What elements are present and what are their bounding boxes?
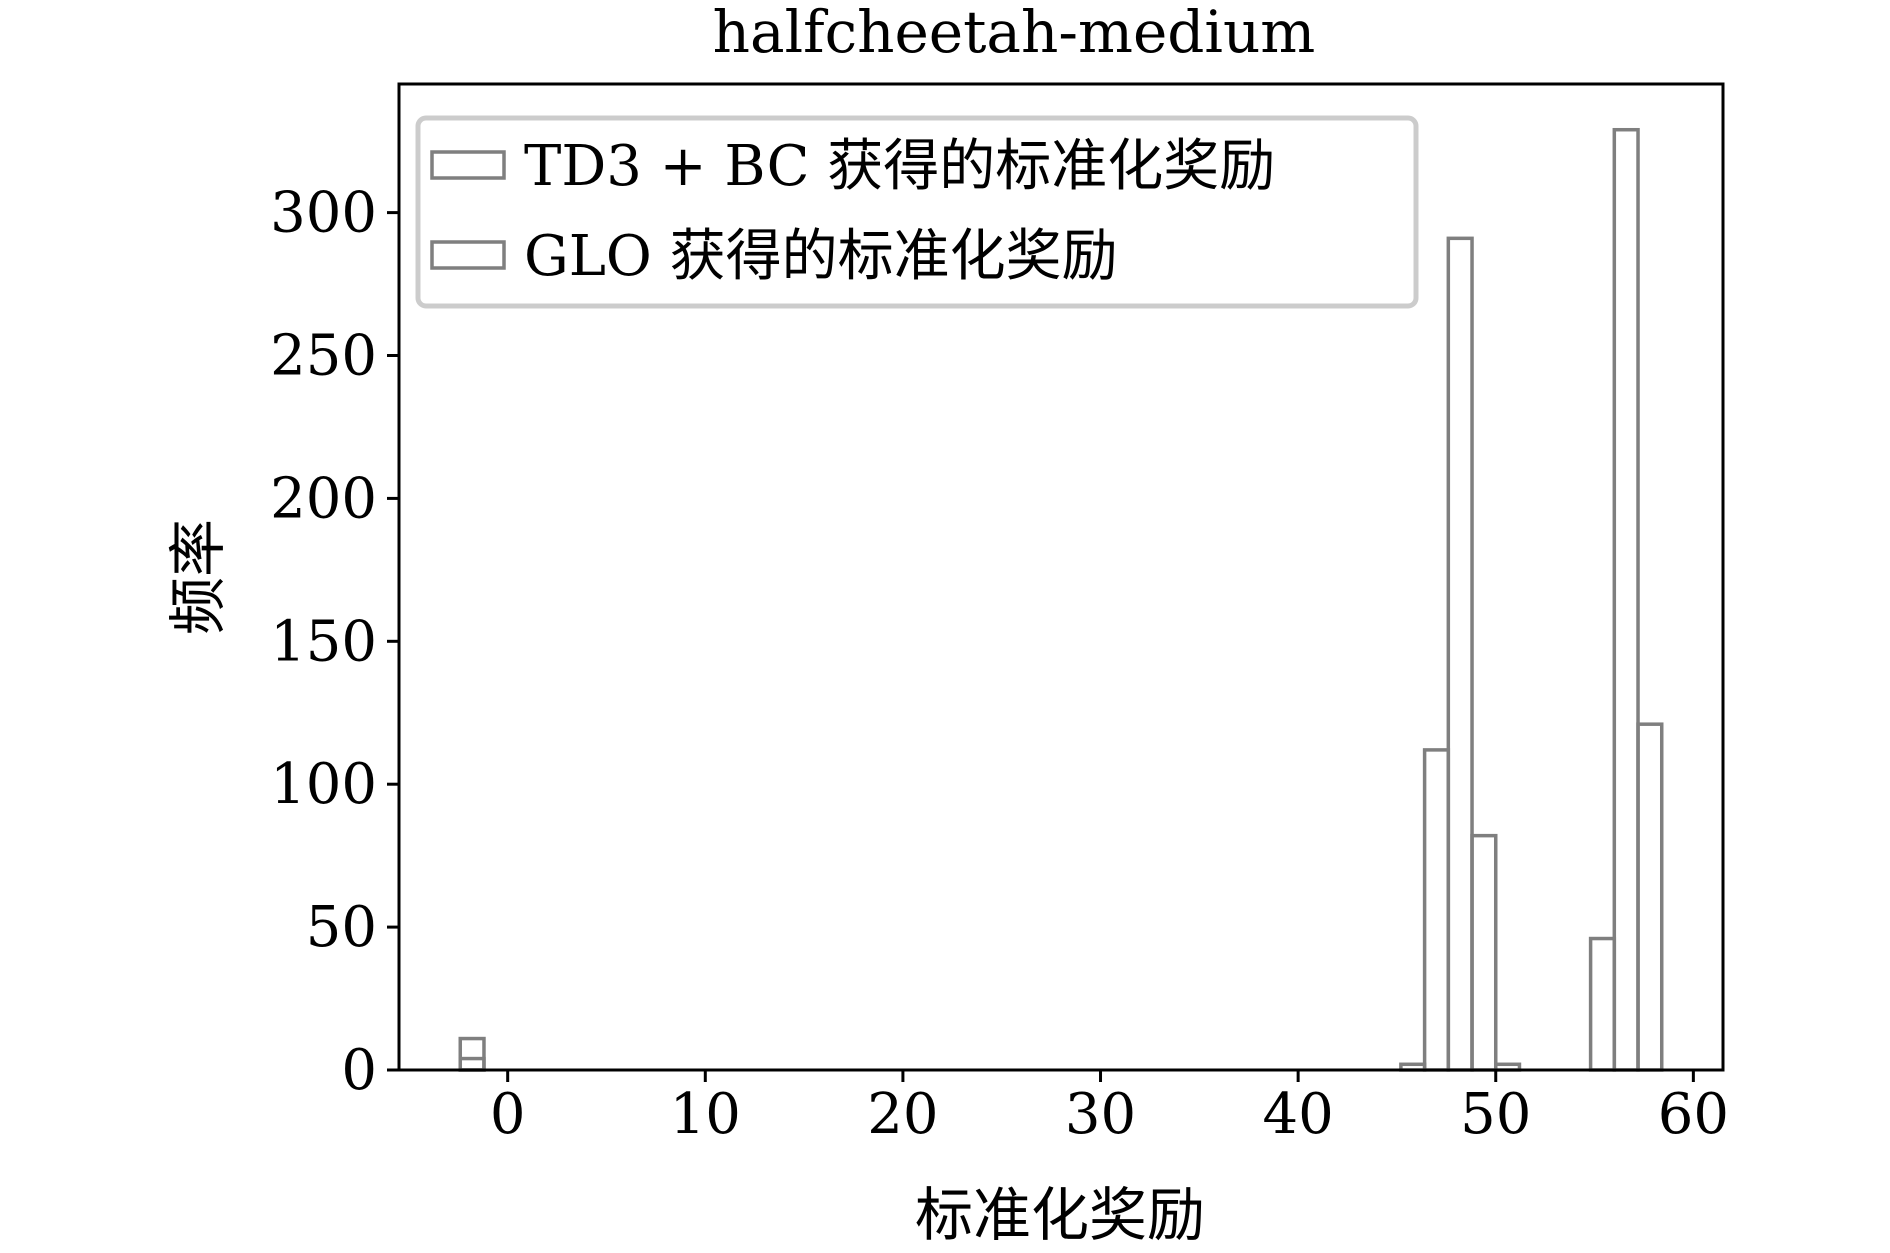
y-axis-label: 频率 — [164, 519, 232, 635]
plot-frame — [397, 82, 1725, 1072]
legend-label-glo: GLO 获得的标准化奖励 — [524, 224, 1118, 289]
chart-title: halfcheetah-medium — [713, 0, 1316, 66]
histogram-bar-series1-bin1 — [1588, 936, 1617, 1072]
legend-swatch-glo — [430, 240, 506, 270]
histogram-bar-series1-bin2 — [1612, 127, 1640, 1072]
x-tick-label-3: 30 — [1065, 1082, 1136, 1147]
y-tick-label-3: 150 — [270, 609, 377, 674]
y-tick-label-6: 300 — [270, 181, 377, 246]
y-tick-label-5: 250 — [270, 324, 377, 389]
histogram-bar-series1-bin0 — [458, 1056, 486, 1072]
x-tick-label-5: 50 — [1460, 1082, 1531, 1147]
histogram-bar-series0-bin4 — [1470, 833, 1498, 1072]
y-axis-ticks: 0 50 100 150 200 250 300 — [270, 181, 399, 1103]
y-tick-label-4: 200 — [270, 466, 377, 531]
legend-label-td3bc: TD3 + BC 获得的标准化奖励 — [524, 134, 1275, 199]
y-tick-label-2: 100 — [270, 752, 377, 817]
x-axis-ticks: 0 10 20 30 40 50 60 — [490, 1070, 1729, 1147]
x-tick-label-0: 0 — [490, 1082, 526, 1147]
x-tick-label-1: 10 — [670, 1082, 741, 1147]
y-tick-label-1: 50 — [306, 895, 377, 960]
y-tick-label-0: 0 — [341, 1038, 377, 1103]
legend: TD3 + BC 获得的标准化奖励 GLO 获得的标准化奖励 — [415, 115, 1419, 309]
x-tick-label-2: 20 — [867, 1082, 938, 1147]
x-tick-label-6: 60 — [1658, 1082, 1729, 1147]
x-tick-label-4: 40 — [1263, 1082, 1334, 1147]
legend-swatch-td3bc — [430, 150, 506, 180]
histogram-bar-series0-bin0 — [458, 1036, 486, 1072]
legend-box — [415, 115, 1419, 309]
histogram-bar-series0-bin2 — [1422, 748, 1451, 1072]
histogram-bar-series1-bin3 — [1636, 722, 1664, 1072]
x-axis-label: 标准化奖励 — [915, 1181, 1205, 1249]
histogram-bar-series0-bin3 — [1446, 236, 1474, 1072]
